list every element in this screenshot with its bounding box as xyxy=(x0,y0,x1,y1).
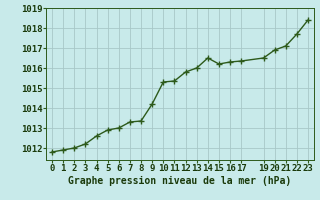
X-axis label: Graphe pression niveau de la mer (hPa): Graphe pression niveau de la mer (hPa) xyxy=(68,176,292,186)
